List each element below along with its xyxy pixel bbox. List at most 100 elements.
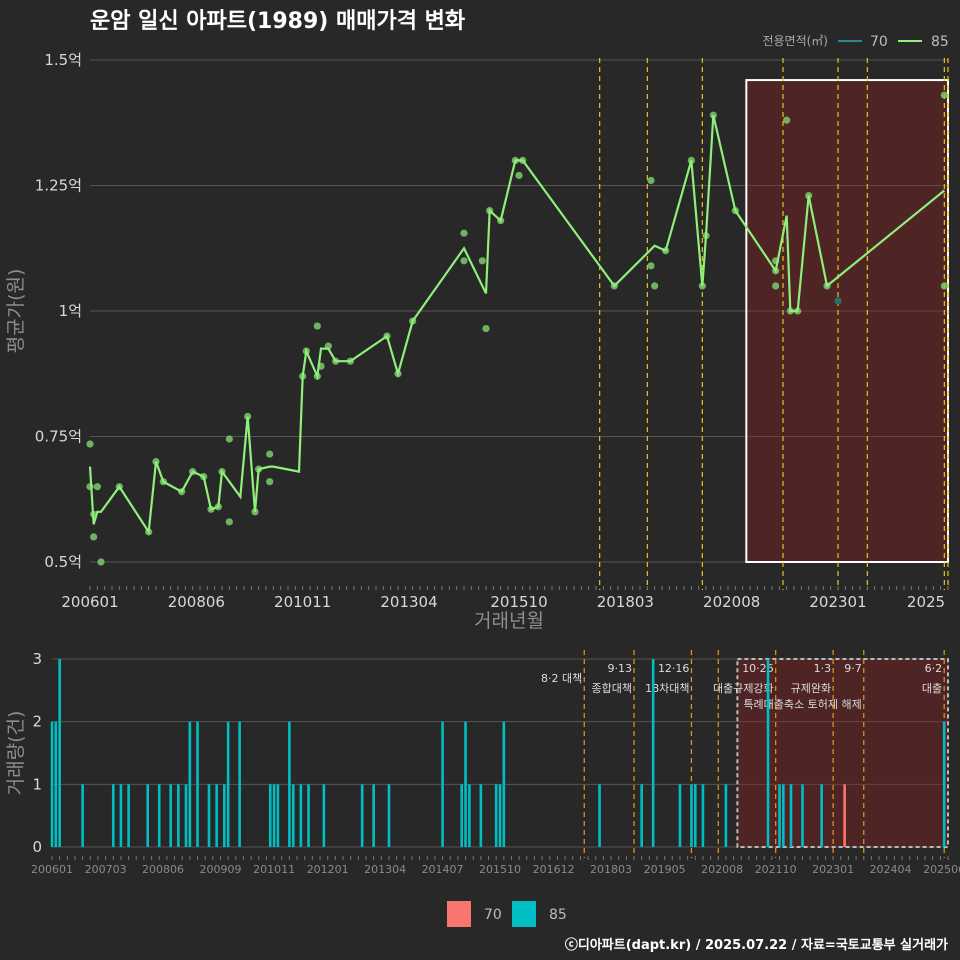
volume-x-tick: 202301 (812, 863, 854, 876)
volume-bar-85 (498, 784, 502, 847)
price-point-85 (647, 262, 655, 270)
volume-bar-85 (460, 784, 464, 847)
volume-legend-label-85: 85 (549, 907, 567, 923)
volume-bar-85 (502, 721, 506, 847)
price-legend-label-70: 70 (870, 34, 888, 50)
volume-bar-85 (479, 784, 483, 847)
volume-event-label: 9·7 (844, 662, 862, 675)
volume-bar-85 (724, 784, 728, 847)
price-point-85 (86, 440, 94, 448)
volume-x-tick: 201407 (422, 863, 464, 876)
volume-legend-swatch-70 (447, 901, 471, 927)
volume-x-tick: 201304 (364, 863, 406, 876)
price-point-70 (834, 297, 842, 305)
volume-y-tick: 1 (32, 775, 42, 793)
price-x-tick: 201510 (490, 593, 547, 611)
volume-event-sub: 대출규제강화 (713, 682, 774, 695)
price-point-85 (478, 257, 486, 265)
volume-x-tick: 202506 (923, 863, 960, 876)
volume-y-tick: 3 (32, 650, 42, 668)
volume-y-tick: 2 (32, 713, 42, 731)
volume-bar-85 (184, 784, 188, 847)
volume-event-sub: 종합대책 (592, 682, 632, 695)
price-y-tick: 0.75억 (35, 428, 82, 446)
volume-y-tick: 0 (32, 838, 42, 856)
price-point-85 (940, 282, 948, 290)
price-point-85 (225, 435, 233, 443)
volume-bar-85 (360, 784, 364, 847)
volume-bar-85 (169, 784, 173, 847)
price-x-tick: 200806 (168, 593, 225, 611)
price-x-title: 거래년월 (474, 610, 544, 632)
volume-event-label: 10·26 (742, 662, 774, 675)
volume-bar-85 (778, 784, 781, 847)
price-point-85 (225, 518, 233, 526)
price-y-tick: 1.5억 (44, 51, 82, 69)
volume-event-sub: 규제완화 (791, 682, 831, 695)
volume-bar-85 (801, 784, 804, 847)
volume-x-tick: 201905 (644, 863, 686, 876)
price-point-85 (97, 558, 105, 566)
price-point-85 (783, 116, 791, 124)
volume-legend-label-70: 70 (484, 907, 502, 923)
price-point-85 (460, 257, 468, 265)
volume-bar-70 (843, 784, 846, 847)
volume-bar-85 (54, 721, 58, 847)
volume-bar-85 (58, 659, 61, 847)
volume-bar-85 (127, 784, 130, 847)
volume-bar-85 (322, 784, 326, 847)
price-y-tick: 1.25억 (35, 177, 82, 195)
price-y-tick: 1억 (59, 302, 82, 320)
volume-bar-85 (782, 784, 785, 847)
price-panel: 0.5억 0.75억 1억 1.25억 1.5억 200601 200806 201011 20… (5, 34, 949, 632)
price-x-tick: 201011 (274, 593, 331, 611)
volume-bar-85 (276, 784, 280, 847)
price-x-tick: 2025 (907, 593, 945, 611)
volume-bar-85 (119, 784, 123, 847)
volume-bar-85 (307, 784, 310, 847)
volume-bar-85 (598, 784, 601, 847)
volume-bar-85 (441, 721, 444, 847)
volume-bar-85 (701, 784, 705, 847)
price-y-tick: 0.5억 (44, 553, 82, 571)
volume-bar-85 (942, 721, 946, 847)
volume-event-sub: 18차대책 (645, 682, 689, 695)
volume-bar-85 (157, 784, 161, 847)
volume-bar-85 (268, 784, 272, 847)
volume-bar-85 (693, 784, 697, 847)
price-x-tick: 202008 (703, 593, 760, 611)
volume-bar-85 (238, 721, 241, 847)
caption: ⓒ디아파트(dapt.kr) / 2025.07.22 / 자료=국토교통부 실… (565, 937, 948, 953)
volume-bar-85 (111, 784, 115, 847)
volume-x-tick: 202404 (870, 863, 912, 876)
volume-bar-85 (223, 784, 226, 847)
price-point-85 (647, 176, 655, 185)
volume-bar-85 (690, 784, 693, 847)
volume-bar-85 (188, 721, 192, 847)
volume-bar-85 (387, 784, 391, 847)
price-point-85 (482, 324, 490, 333)
price-legend-label-85: 85 (931, 34, 949, 50)
volume-event-label: 1·3 (814, 662, 832, 675)
volume-bar-85 (288, 721, 291, 847)
volume-bar-85 (494, 784, 498, 847)
volume-x-tick: 201011 (253, 863, 295, 876)
volume-bar-85 (50, 721, 54, 847)
volume-x-tick: 201612 (533, 863, 575, 876)
volume-bar-85 (678, 784, 682, 847)
volume-legend-swatch-85 (512, 901, 536, 927)
volume-x-tick: 200909 (199, 863, 241, 876)
volume-x-tick: 202008 (701, 863, 743, 876)
volume-bar-85 (651, 659, 655, 847)
price-point-85 (93, 483, 101, 491)
volume-x-tick: 201803 (590, 863, 632, 876)
price-y-title: 평균가(원) (5, 269, 27, 354)
price-point-85 (772, 282, 780, 290)
volume-bar-85 (372, 784, 375, 847)
volume-x-tick: 201510 (479, 863, 521, 876)
volume-bar-85 (640, 784, 643, 847)
volume-x-tick: 200601 (31, 863, 73, 876)
volume-bar-85 (299, 784, 303, 847)
price-highlight-box (745, 79, 949, 564)
